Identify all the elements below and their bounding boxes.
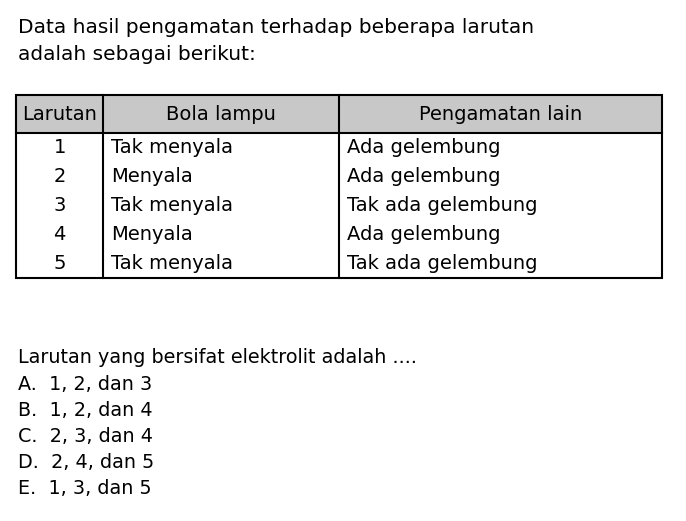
Text: 4: 4 [54,225,66,244]
Text: Pengamatan lain: Pengamatan lain [419,105,582,123]
Text: Ada gelembung: Ada gelembung [347,167,501,186]
Text: Tak ada gelembung: Tak ada gelembung [347,196,538,215]
Text: Tak ada gelembung: Tak ada gelembung [347,254,538,273]
Text: Menyala: Menyala [111,167,193,186]
Text: B.  1, 2, dan 4: B. 1, 2, dan 4 [18,401,152,420]
Text: C.  2, 3, dan 4: C. 2, 3, dan 4 [18,427,153,446]
Text: A.  1, 2, dan 3: A. 1, 2, dan 3 [18,375,152,394]
Bar [16,95,662,278]
Text: D.  2, 4, dan 5: D. 2, 4, dan 5 [18,453,154,472]
Text: Data hasil pengamatan terhadap beberapa larutan: Data hasil pengamatan terhadap beberapa … [18,18,534,37]
Text: Menyala: Menyala [111,225,193,244]
Text: Larutan yang bersifat elektrolit adalah ....: Larutan yang bersifat elektrolit adalah … [18,348,417,367]
Text: Ada gelembung: Ada gelembung [347,138,501,157]
Text: E.  1, 3, dan 5: E. 1, 3, dan 5 [18,479,152,498]
Text: 1: 1 [54,138,66,157]
Text: Bola lampu: Bola lampu [166,105,276,123]
Text: adalah sebagai berikut:: adalah sebagai berikut: [18,45,256,64]
Text: 3: 3 [54,196,66,215]
Bar [16,95,662,133]
Text: 5: 5 [54,254,66,273]
Text: Ada gelembung: Ada gelembung [347,225,501,244]
Text: 2: 2 [54,167,66,186]
Text: Tak menyala: Tak menyala [111,254,233,273]
Text: Tak menyala: Tak menyala [111,196,233,215]
Text: Tak menyala: Tak menyala [111,138,233,157]
Text: Larutan: Larutan [22,105,97,123]
